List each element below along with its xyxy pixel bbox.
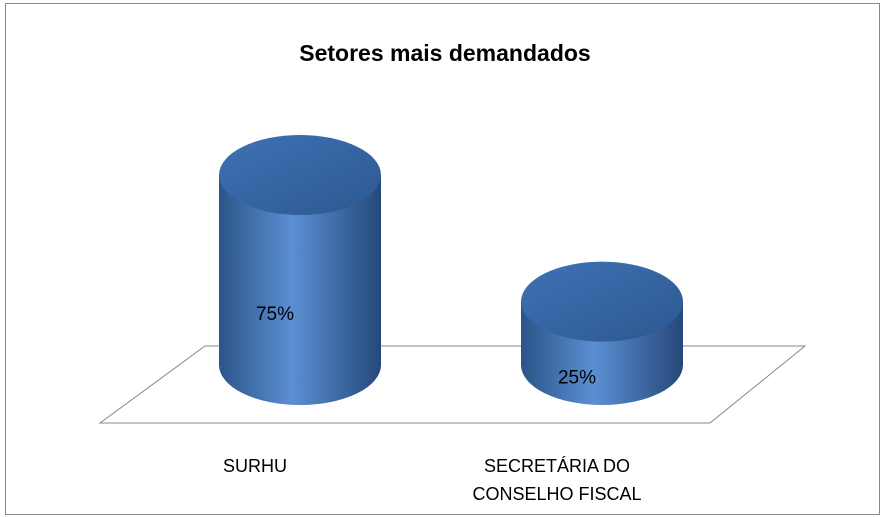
cylinder <box>219 135 381 405</box>
chart-frame <box>5 3 880 515</box>
cylinder <box>521 261 683 405</box>
floor <box>98 345 807 424</box>
cylinder-top <box>521 261 683 342</box>
cylinder-body <box>219 175 381 405</box>
value-label: 25% <box>558 367 596 388</box>
value-label: 75% <box>256 304 294 325</box>
cylinder-top <box>219 135 381 215</box>
x-tick-label: SURHU <box>222 456 287 476</box>
x-tick-label: SECRETÁRIA DO CONSELHO FISCAL <box>472 456 642 504</box>
chart-title: Setores mais demandados <box>299 40 590 66</box>
